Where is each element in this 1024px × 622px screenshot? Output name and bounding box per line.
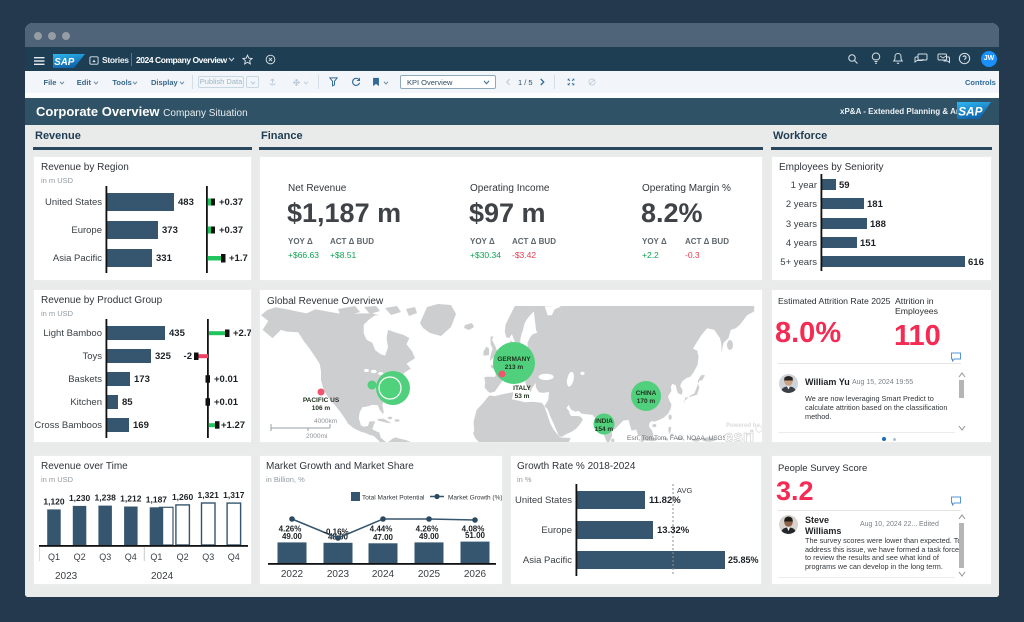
svg-text:435: 435 [169, 328, 186, 339]
svg-text:1,120: 1,120 [43, 496, 65, 506]
svg-text:373: 373 [162, 225, 178, 236]
svg-text:49.00: 49.00 [419, 532, 440, 541]
svg-text:2023: 2023 [327, 569, 350, 580]
svg-text:PACIFIC US: PACIFIC US [303, 397, 340, 404]
svg-text:Market Growth (%): Market Growth (%) [448, 495, 502, 502]
svg-text:esri: esri [724, 427, 754, 442]
svg-text:47.00: 47.00 [373, 533, 394, 542]
svg-text:Powered by: Powered by [726, 423, 760, 429]
svg-text:213 m: 213 m [505, 364, 524, 371]
svg-text:Europe: Europe [71, 225, 102, 236]
svg-text:Asia Pacific: Asia Pacific [53, 253, 102, 264]
svg-text:5+ years: 5+ years [780, 257, 817, 268]
svg-text:4.08%: 4.08% [462, 525, 485, 534]
svg-text:483: 483 [178, 197, 194, 208]
svg-text:CHINA: CHINA [636, 390, 657, 397]
svg-text:1,238: 1,238 [95, 493, 117, 503]
svg-text:Q1: Q1 [48, 552, 60, 562]
svg-text:Asia Pacific: Asia Pacific [523, 555, 572, 566]
svg-text:85: 85 [122, 397, 133, 408]
svg-text:SAP: SAP [54, 57, 75, 68]
svg-text:Q2: Q2 [74, 552, 86, 562]
svg-text:1,187: 1,187 [146, 494, 168, 504]
svg-text:Q4: Q4 [125, 552, 137, 562]
svg-text:154 m: 154 m [595, 426, 614, 433]
svg-text:2025: 2025 [418, 569, 441, 580]
svg-text:616: 616 [968, 257, 984, 268]
svg-text:Cross Bamboos: Cross Bamboos [34, 420, 102, 431]
svg-text:170 m: 170 m [637, 398, 656, 405]
svg-text:1,212: 1,212 [120, 494, 142, 504]
svg-text:1 year: 1 year [791, 180, 817, 191]
svg-text:11.82%: 11.82% [649, 495, 681, 506]
svg-text:Light Bamboo: Light Bamboo [43, 328, 102, 339]
svg-text:ITALY: ITALY [513, 385, 531, 392]
svg-text:+0.01: +0.01 [214, 374, 239, 385]
svg-text:4.44%: 4.44% [370, 525, 393, 534]
svg-text:+0.37: +0.37 [219, 197, 243, 208]
svg-text:Q2: Q2 [177, 552, 189, 562]
svg-text:53 m: 53 m [515, 393, 530, 400]
svg-text:151: 151 [860, 238, 877, 249]
svg-text:-2: -2 [184, 351, 192, 362]
svg-text:Toys: Toys [82, 351, 102, 362]
svg-text:GERMANY: GERMANY [497, 356, 531, 363]
svg-text:173: 173 [134, 374, 150, 385]
svg-text:+0.01: +0.01 [214, 397, 239, 408]
svg-text:181: 181 [867, 199, 884, 210]
svg-text:13.32%: 13.32% [657, 525, 690, 536]
svg-text:2022: 2022 [281, 569, 304, 580]
svg-text:51.00: 51.00 [465, 531, 486, 540]
svg-text:+2.7: +2.7 [233, 328, 251, 339]
svg-text:2024: 2024 [151, 571, 174, 582]
svg-text:2000mi: 2000mi [306, 433, 327, 440]
svg-text:Q1: Q1 [150, 552, 162, 562]
svg-text:25.85%: 25.85% [728, 555, 759, 565]
svg-text:1,230: 1,230 [69, 493, 91, 503]
svg-text:2024: 2024 [372, 569, 395, 580]
svg-text:Total Market Potential: Total Market Potential [362, 495, 425, 502]
svg-text:2 years: 2 years [786, 199, 817, 210]
svg-text:Q4: Q4 [228, 552, 240, 562]
svg-text:1,317: 1,317 [223, 490, 245, 500]
svg-text:2023: 2023 [55, 571, 78, 582]
svg-text:+1.7: +1.7 [229, 253, 248, 264]
svg-text:59: 59 [839, 180, 850, 191]
svg-text:Q3: Q3 [99, 552, 111, 562]
svg-text:+0.37: +0.37 [219, 225, 243, 236]
svg-text:188: 188 [870, 219, 886, 230]
svg-text:AVG: AVG [677, 486, 692, 495]
svg-text:Europe: Europe [541, 525, 572, 536]
svg-text:SAP: SAP [958, 106, 982, 119]
svg-text:2026: 2026 [464, 569, 487, 580]
svg-text:331: 331 [156, 253, 173, 264]
svg-text:Esri, TomTom, FAO, NOAA, USGS: Esri, TomTom, FAO, NOAA, USGS [627, 435, 728, 442]
svg-text:-0.16%: -0.16% [323, 528, 348, 537]
svg-text:INDIA: INDIA [595, 418, 613, 425]
svg-text:4.26%: 4.26% [279, 525, 302, 534]
svg-text:4000km: 4000km [314, 418, 337, 425]
svg-text:169: 169 [133, 420, 149, 431]
svg-text:1,321: 1,321 [198, 490, 220, 500]
svg-text:Kitchen: Kitchen [70, 397, 102, 408]
svg-text:Q3: Q3 [202, 552, 214, 562]
svg-text:3 years: 3 years [786, 219, 817, 230]
svg-text:United States: United States [45, 197, 102, 208]
svg-text:106 m: 106 m [312, 405, 331, 412]
svg-text:325: 325 [155, 351, 172, 362]
svg-text:United States: United States [515, 495, 572, 506]
svg-text:4 years: 4 years [786, 238, 817, 249]
svg-text:49.00: 49.00 [282, 532, 303, 541]
svg-text:4.26%: 4.26% [416, 525, 439, 534]
svg-text:Baskets: Baskets [68, 374, 102, 385]
svg-text:1,260: 1,260 [172, 492, 194, 502]
svg-text:+1.27: +1.27 [221, 420, 245, 431]
